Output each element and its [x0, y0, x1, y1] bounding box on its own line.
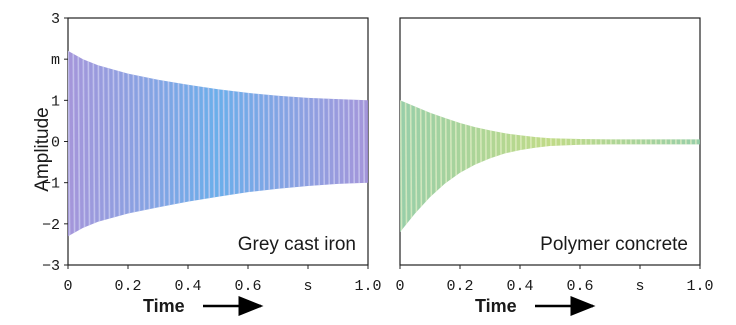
y-tick-label: −3: [42, 258, 60, 275]
x-axis-label: Time: [143, 296, 185, 316]
y-tick-label: m: [51, 52, 60, 69]
y-tick-label: 3: [51, 11, 60, 28]
oscillation-stripe: [68, 50, 71, 237]
y-tick-label: 1: [51, 93, 60, 110]
y-tick-label: −1: [42, 176, 60, 193]
panel-label: Polymer concrete: [540, 234, 688, 255]
x-tick-label: 0.4: [506, 278, 533, 295]
x-tick-label: s: [635, 278, 644, 295]
x-tick-label: 0: [395, 278, 404, 295]
x-tick-label: 0: [63, 278, 72, 295]
x-tick-label: 0.2: [446, 278, 473, 295]
x-tick-label: 0.6: [566, 278, 593, 295]
y-tick-label: −2: [42, 217, 60, 234]
x-tick-label: 0.6: [234, 278, 261, 295]
chart-panel-0: 0 0.2 0.4 0.6 s 1.0 3 m 1 0 −1 −2 −3 Amplitude Grey ca…: [32, 11, 382, 316]
oscillation-stripe: [404, 100, 408, 233]
oscillation-stripe: [72, 50, 76, 237]
x-tick-label: s: [303, 278, 312, 295]
x-tick-label: 0.2: [114, 278, 141, 295]
envelope-area: [400, 100, 700, 233]
panel-label: Grey cast iron: [238, 234, 356, 255]
x-tick-label: 1.0: [686, 278, 713, 295]
x-tick-label: 0.4: [174, 278, 201, 295]
oscillation-stripe: [77, 50, 81, 237]
chart-panel-1: 0 0.2 0.4 0.6 s 1.0 Polymer concrete Time: [395, 17, 714, 316]
y-tick-label: 0: [51, 135, 60, 152]
oscillation-stripe: [400, 100, 403, 233]
x-axis-label: Time: [475, 296, 517, 316]
y-axis-label: Amplitude: [32, 107, 53, 192]
x-tick-label: 1.0: [354, 278, 381, 295]
